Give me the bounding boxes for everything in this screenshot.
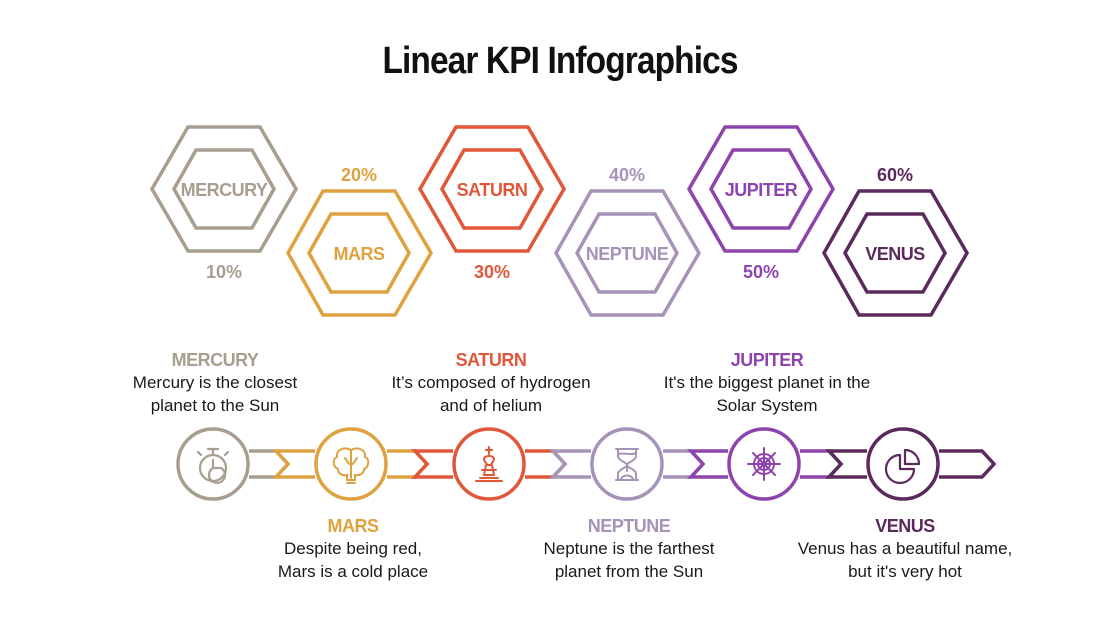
- hex-label-saturn: SATURN: [457, 180, 528, 200]
- circle-saturn: [452, 427, 526, 501]
- description-title-mars: MARS: [327, 516, 380, 536]
- description-text-saturn-line2: and of helium: [439, 396, 543, 415]
- circle-mercury: [176, 427, 250, 501]
- brain-lightbulb-icon: [332, 447, 370, 484]
- description-text-mercury-line2: planet to the Sun: [150, 396, 280, 415]
- hex-label-venus: VENUS: [865, 244, 925, 264]
- ship-wheel-icon: [747, 447, 781, 481]
- hexagon-saturn: [417, 125, 567, 253]
- hex-label-mercury: MERCURY: [181, 180, 268, 200]
- circle-mars: [314, 427, 388, 501]
- hex-label-neptune: NEPTUNE: [586, 244, 669, 264]
- description-title-mercury: MERCURY: [171, 350, 259, 370]
- description-text-saturn-line1: It’s composed of hydrogen: [391, 373, 591, 392]
- circle-neptune: [590, 427, 664, 501]
- description-text-mars-line2: Mars is a cold place: [277, 562, 429, 581]
- description-text-mercury-line1: Mercury is the closest: [132, 373, 298, 392]
- description-text-neptune-line2: planet from the Sun: [554, 562, 704, 581]
- timeline-band: [249, 449, 997, 479]
- circle-jupiter: [727, 427, 801, 501]
- hexagon-neptune: [553, 189, 702, 317]
- description-venus: VENUS Venus has a beautiful name, but it…: [775, 515, 1035, 583]
- page-title: Linear KPI Infographics: [382, 40, 738, 82]
- hexagon-mars: [285, 189, 434, 317]
- hexagon-jupiter: [686, 125, 836, 253]
- percent-venus: 60%: [877, 165, 913, 185]
- percent-saturn: 30%: [474, 262, 510, 282]
- description-text-mars-line1: Despite being red,: [284, 539, 422, 558]
- description-text-venus-line1: Venus has a beautiful name,: [797, 539, 1013, 558]
- description-mars: MARS Despite being red, Mars is a cold p…: [223, 515, 483, 583]
- hex-label-mars: MARS: [334, 244, 385, 264]
- percent-mars: 20%: [341, 165, 377, 185]
- percent-jupiter: 50%: [743, 262, 779, 282]
- stopwatch-icon: [196, 447, 230, 485]
- description-neptune: NEPTUNE Neptune is the farthest planet f…: [499, 515, 759, 583]
- percent-mercury: 10%: [206, 262, 242, 282]
- description-title-neptune: NEPTUNE: [587, 516, 671, 536]
- description-text-jupiter-line1: It's the biggest planet in the: [663, 373, 871, 392]
- description-mercury: MERCURY Mercury is the closest planet to…: [85, 349, 345, 417]
- description-saturn: SATURN It’s composed of hydrogen and of …: [361, 349, 621, 417]
- circle-venus: [866, 427, 940, 501]
- description-text-venus-line2: but it's very hot: [848, 562, 962, 581]
- percent-neptune: 40%: [609, 165, 645, 185]
- hexagon-mercury: [149, 125, 299, 253]
- description-title-jupiter: JUPITER: [730, 350, 804, 370]
- chess-king-icon: [475, 446, 503, 482]
- hourglass-icon: [615, 448, 639, 481]
- hex-label-jupiter: JUPITER: [725, 180, 798, 200]
- description-title-saturn: SATURN: [455, 350, 527, 370]
- description-jupiter: JUPITER It's the biggest planet in the S…: [637, 349, 897, 417]
- description-text-neptune-line1: Neptune is the farthest: [543, 539, 715, 558]
- description-text-jupiter-line2: Solar System: [716, 396, 818, 415]
- pie-chart-icon: [884, 448, 921, 485]
- description-title-venus: VENUS: [875, 516, 935, 536]
- hexagon-venus: [821, 189, 970, 317]
